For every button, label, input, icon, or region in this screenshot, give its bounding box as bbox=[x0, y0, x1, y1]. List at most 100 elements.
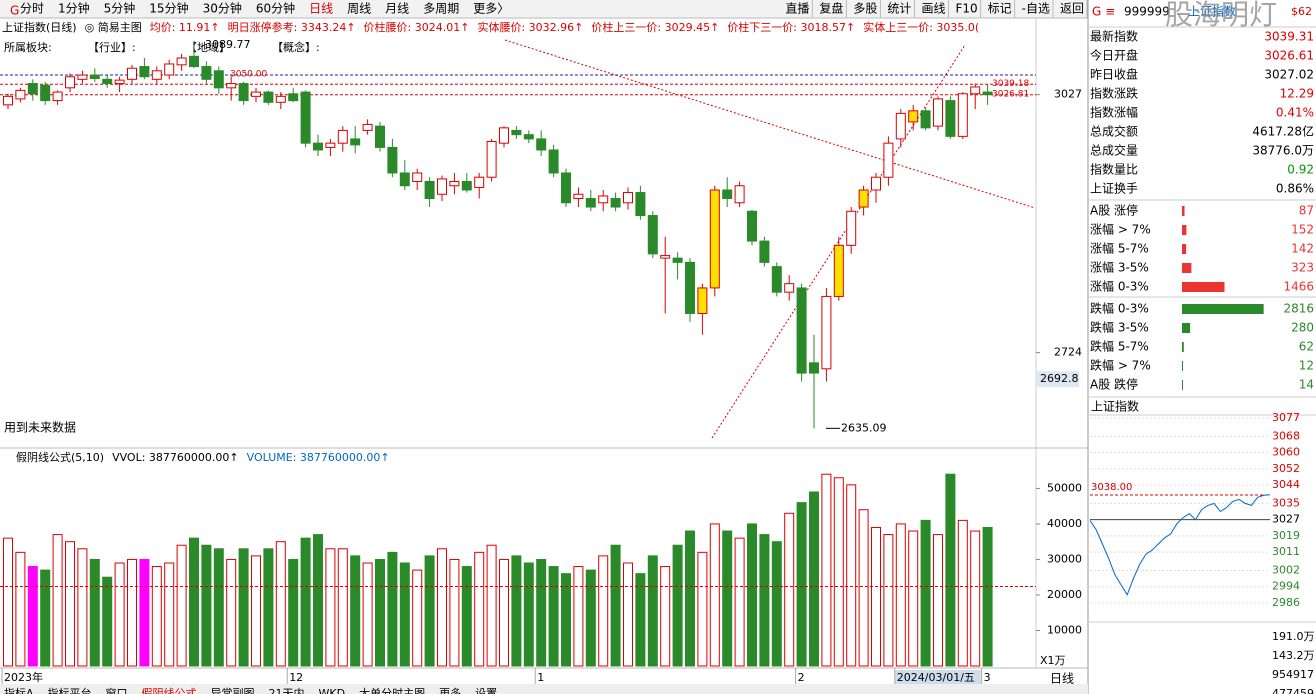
indicator-text: 上证指数(日线) bbox=[2, 20, 77, 34]
bottom-tab[interactable]: 21天内 bbox=[269, 686, 305, 694]
breadth-label: A股 跌停 bbox=[1090, 377, 1138, 392]
y-tick-label: 3035 bbox=[1272, 496, 1300, 509]
toolbar-button[interactable]: 返回 bbox=[1060, 2, 1084, 16]
candle-body bbox=[747, 210, 757, 242]
candle-body bbox=[27, 83, 38, 95]
candle-body bbox=[139, 66, 150, 78]
breadth-label: 跌幅 5-7% bbox=[1090, 339, 1149, 354]
x-label: 2024/03/01/五 bbox=[897, 671, 975, 684]
breadth-value: 2816 bbox=[1283, 302, 1314, 316]
low-label: 2635.09 bbox=[841, 421, 887, 434]
quote-label: 总成交额 bbox=[1090, 124, 1138, 139]
candle-body bbox=[164, 63, 175, 76]
vol-tick: 143.2万 bbox=[1272, 649, 1315, 662]
tab[interactable]: 日线 bbox=[309, 2, 333, 16]
volume-bar bbox=[647, 555, 658, 667]
tab[interactable]: 更多〉 bbox=[473, 2, 509, 16]
tab[interactable]: 分时 bbox=[20, 2, 44, 16]
volume-bar bbox=[561, 573, 571, 667]
candle-body bbox=[263, 91, 274, 103]
breadth-bar bbox=[1182, 244, 1187, 254]
y-tick-label: 50000 bbox=[1047, 481, 1082, 494]
volume-bar bbox=[424, 555, 435, 667]
tab[interactable]: 周线 bbox=[347, 2, 371, 16]
candle-body bbox=[957, 93, 968, 137]
volume-bar bbox=[672, 544, 683, 667]
y-tick-label: 2724 bbox=[1054, 346, 1082, 359]
high-label: 3089.77 bbox=[205, 38, 251, 51]
indicator-text: 价柱下三一价: 3018.57↑ bbox=[727, 20, 855, 34]
volume-bar bbox=[40, 569, 51, 667]
vol-tick: 191.0万 bbox=[1272, 630, 1315, 643]
volume-bar bbox=[151, 566, 162, 667]
volume-bar bbox=[573, 566, 584, 667]
bottom-tab[interactable]: 窗口 bbox=[106, 686, 128, 694]
bottom-tab[interactable]: 指标平台 bbox=[48, 686, 92, 694]
volume-bar bbox=[114, 562, 125, 667]
toolbar-button[interactable]: 统计 bbox=[887, 2, 911, 16]
breadth-label: A股 涨停 bbox=[1090, 203, 1138, 218]
volume-bar bbox=[375, 558, 385, 667]
tag: $62 bbox=[1291, 5, 1312, 18]
bottom-tab[interactable]: 假阴线公式 bbox=[142, 686, 197, 694]
tab[interactable]: 月线 bbox=[385, 2, 409, 16]
tab[interactable]: 多周期 bbox=[423, 2, 459, 16]
tab[interactable]: 30分钟 bbox=[203, 1, 242, 16]
volume-bar bbox=[89, 558, 100, 667]
toolbar-button[interactable]: 标记 bbox=[988, 2, 1012, 16]
candle-body bbox=[102, 78, 113, 85]
toolbar-button[interactable]: -自选 bbox=[1022, 2, 1050, 16]
volume-bar bbox=[139, 558, 150, 667]
quote-label: 指数量比 bbox=[1090, 162, 1138, 177]
candle-body bbox=[399, 172, 410, 187]
volume-bar bbox=[945, 473, 956, 667]
bottom-tab[interactable]: 设置 bbox=[475, 687, 497, 694]
tab[interactable]: 1分钟 bbox=[58, 1, 90, 16]
candle-body bbox=[970, 86, 981, 95]
volume-bar bbox=[325, 548, 336, 667]
indicator-text: 价柱腰价: 3024.01↑ bbox=[364, 20, 470, 34]
breadth-bar bbox=[1182, 342, 1184, 352]
bottom-right: 日线 bbox=[1050, 672, 1074, 686]
candle-body bbox=[833, 244, 844, 297]
toolbar-button[interactable]: 画线 bbox=[921, 2, 945, 16]
breadth-label: 涨幅 5-7% bbox=[1090, 241, 1149, 256]
date-box bbox=[894, 670, 981, 684]
tab[interactable]: 60分钟 bbox=[256, 1, 295, 16]
indicator-text: 实体上三一价: 3035.0( bbox=[863, 20, 979, 34]
volume-bar bbox=[511, 555, 522, 667]
toolbar-button[interactable]: 直播 bbox=[785, 2, 809, 16]
volume-bar bbox=[809, 491, 819, 667]
toolbar-button[interactable]: F10 bbox=[955, 2, 977, 16]
candle-body bbox=[871, 176, 881, 191]
volume-bar bbox=[350, 555, 361, 667]
toolbar-button[interactable]: 多股 bbox=[853, 2, 877, 16]
tab[interactable]: 15分钟 bbox=[149, 1, 188, 16]
volume-bar bbox=[15, 551, 26, 667]
volume-header: 假阴线公式(5,10) bbox=[16, 450, 104, 464]
y-tick-label: 3011 bbox=[1272, 545, 1300, 558]
volume-bar bbox=[957, 519, 968, 667]
bottom-tab[interactable]: 大单分时主图 bbox=[359, 686, 425, 694]
y-tick-label: 3052 bbox=[1272, 462, 1300, 475]
volume-bar bbox=[623, 562, 633, 667]
bottom-tab[interactable]: 更多 bbox=[439, 686, 461, 694]
candle-body bbox=[523, 134, 534, 140]
volume-bar bbox=[201, 544, 212, 667]
toolbar-button[interactable]: 复盘 bbox=[819, 1, 843, 16]
volume-bar bbox=[933, 534, 943, 667]
volume-bar bbox=[288, 558, 299, 667]
bottom-tab[interactable]: 异常副图 bbox=[211, 687, 255, 694]
tab[interactable]: 5分钟 bbox=[104, 1, 136, 16]
volume-bar bbox=[796, 502, 807, 667]
volume-bar bbox=[474, 551, 485, 667]
candle-body bbox=[65, 76, 75, 89]
candle-body bbox=[213, 70, 224, 89]
quote-value: 38776.0万 bbox=[1252, 144, 1314, 158]
code: 999999 bbox=[1124, 5, 1170, 19]
candle-body bbox=[52, 91, 63, 102]
bottom-tab[interactable]: 指标A bbox=[4, 686, 34, 694]
bottom-tab[interactable]: WKD bbox=[319, 687, 346, 694]
quote-label: 指数涨跌 bbox=[1090, 86, 1138, 101]
